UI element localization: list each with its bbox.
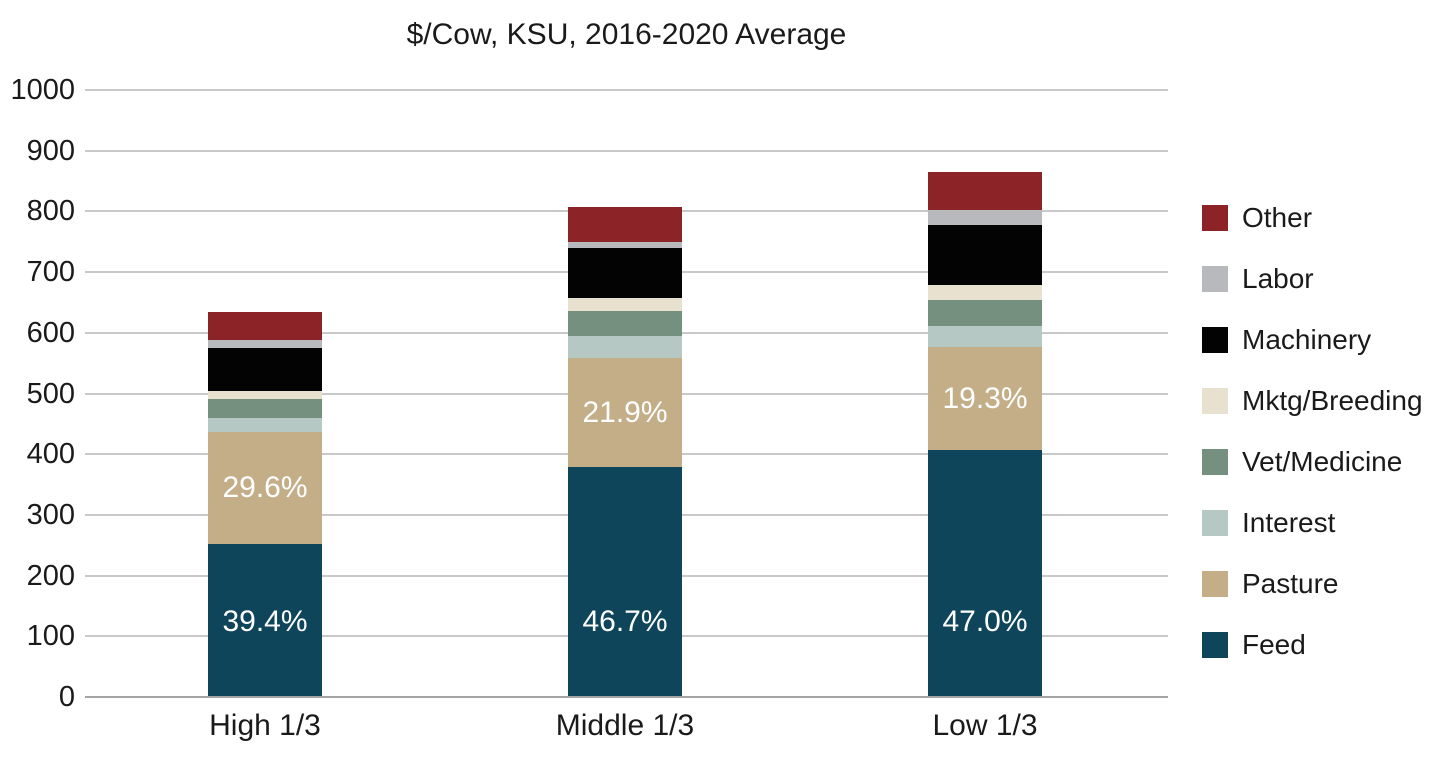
legend-label: Mktg/Breeding	[1242, 385, 1423, 416]
plot-area: 39.4% 29.6% 46.7% 21.9% 47.0% 19.3%	[85, 89, 1168, 698]
feed-percent-label: 39.4%	[222, 605, 308, 638]
segment-vet-medicine	[568, 311, 682, 337]
pasture-percent-label: 21.9%	[582, 395, 668, 429]
segment-feed	[208, 544, 322, 696]
y-tick-label-1000: 1000	[10, 74, 75, 106]
y-tick-label-100: 100	[26, 620, 75, 653]
pasture-percent-label: 19.3%	[942, 381, 1028, 415]
segment-mktg-breeding	[568, 297, 682, 312]
gridline-1000	[85, 89, 1168, 91]
y-tick-label-0: 0	[58, 681, 75, 713]
segment-machinery	[568, 248, 682, 298]
y-tick-label-200: 200	[26, 559, 75, 592]
x-tick-label-middle-1-3: Middle 1/3	[555, 709, 695, 742]
segment-interest	[928, 325, 1042, 347]
legend-item-labor: Labor	[1202, 263, 1423, 294]
legend-label: Feed	[1242, 629, 1306, 660]
legend-item-pasture: Pasture	[1202, 568, 1423, 599]
segment-machinery	[928, 224, 1042, 286]
legend-item-feed: Feed	[1202, 629, 1423, 660]
legend-label: Pasture	[1242, 568, 1339, 599]
x-tick-label-high-1-3: High 1/3	[209, 709, 321, 742]
segment-other	[928, 172, 1042, 210]
segment-interest	[208, 418, 322, 432]
bar-high-1-3: 39.4% 29.6%	[208, 312, 322, 696]
legend-swatch-labor	[1202, 266, 1228, 292]
bar-low-1-3: 47.0% 19.3%	[928, 172, 1042, 696]
segment-vet-medicine	[208, 399, 322, 418]
segment-labor	[208, 340, 322, 349]
y-tick-label-300: 300	[26, 498, 75, 531]
y-tick-label-400: 400	[26, 438, 75, 471]
legend-swatch-interest	[1202, 510, 1228, 536]
feed-percent-label: 46.7%	[582, 605, 668, 638]
segment-labor	[928, 209, 1042, 225]
segment-machinery	[208, 348, 322, 391]
x-tick-label-low-1-3: Low 1/3	[932, 709, 1038, 742]
chart-title: $/Cow, KSU, 2016-2020 Average	[406, 18, 847, 51]
legend-item-machinery: Machinery	[1202, 324, 1423, 355]
segment-pasture	[208, 431, 322, 545]
legend-swatch-pasture	[1202, 571, 1228, 597]
legend-swatch-mktg-breeding	[1202, 388, 1228, 414]
segment-vet-medicine	[928, 300, 1042, 326]
segment-interest	[568, 336, 682, 358]
legend-swatch-feed	[1202, 632, 1228, 658]
legend-item-mktg-breeding: Mktg/Breeding	[1202, 385, 1423, 416]
segment-other	[208, 312, 322, 341]
segment-feed	[928, 450, 1042, 696]
legend-label: Labor	[1242, 263, 1314, 294]
segment-feed	[568, 467, 682, 696]
gridline-900	[85, 149, 1168, 152]
y-tick-label-700: 700	[26, 256, 75, 289]
legend-swatch-other	[1202, 205, 1228, 231]
chart-legend: Other Labor Machinery Mktg/Breeding Vet/Medi…	[1202, 202, 1423, 693]
pasture-percent-label: 29.6%	[222, 471, 308, 505]
y-tick-label-900: 900	[26, 134, 75, 167]
segment-other	[568, 206, 682, 242]
segment-mktg-breeding	[928, 285, 1042, 301]
bar-middle-1-3: 46.7% 21.9%	[568, 206, 682, 696]
legend-item-interest: Interest	[1202, 507, 1423, 538]
legend-label: Other	[1242, 202, 1313, 233]
y-tick-label-800: 800	[26, 195, 75, 228]
legend-label: Machinery	[1242, 324, 1372, 355]
segment-pasture	[568, 357, 682, 468]
legend-label: Vet/Medicine	[1242, 446, 1403, 477]
legend-item-other: Other	[1202, 202, 1423, 233]
y-tick-label-500: 500	[26, 377, 75, 410]
segment-labor	[568, 241, 682, 249]
x-axis-line	[85, 696, 1168, 698]
legend-swatch-vet-medicine	[1202, 449, 1228, 475]
segment-pasture	[928, 346, 1042, 451]
legend-label: Interest	[1242, 507, 1336, 538]
segment-mktg-breeding	[208, 390, 322, 400]
feed-percent-label: 47.0%	[942, 605, 1028, 638]
legend-item-vet-medicine: Vet/Medicine	[1202, 446, 1423, 477]
y-tick-label-600: 600	[26, 316, 75, 349]
legend-swatch-machinery	[1202, 327, 1228, 353]
